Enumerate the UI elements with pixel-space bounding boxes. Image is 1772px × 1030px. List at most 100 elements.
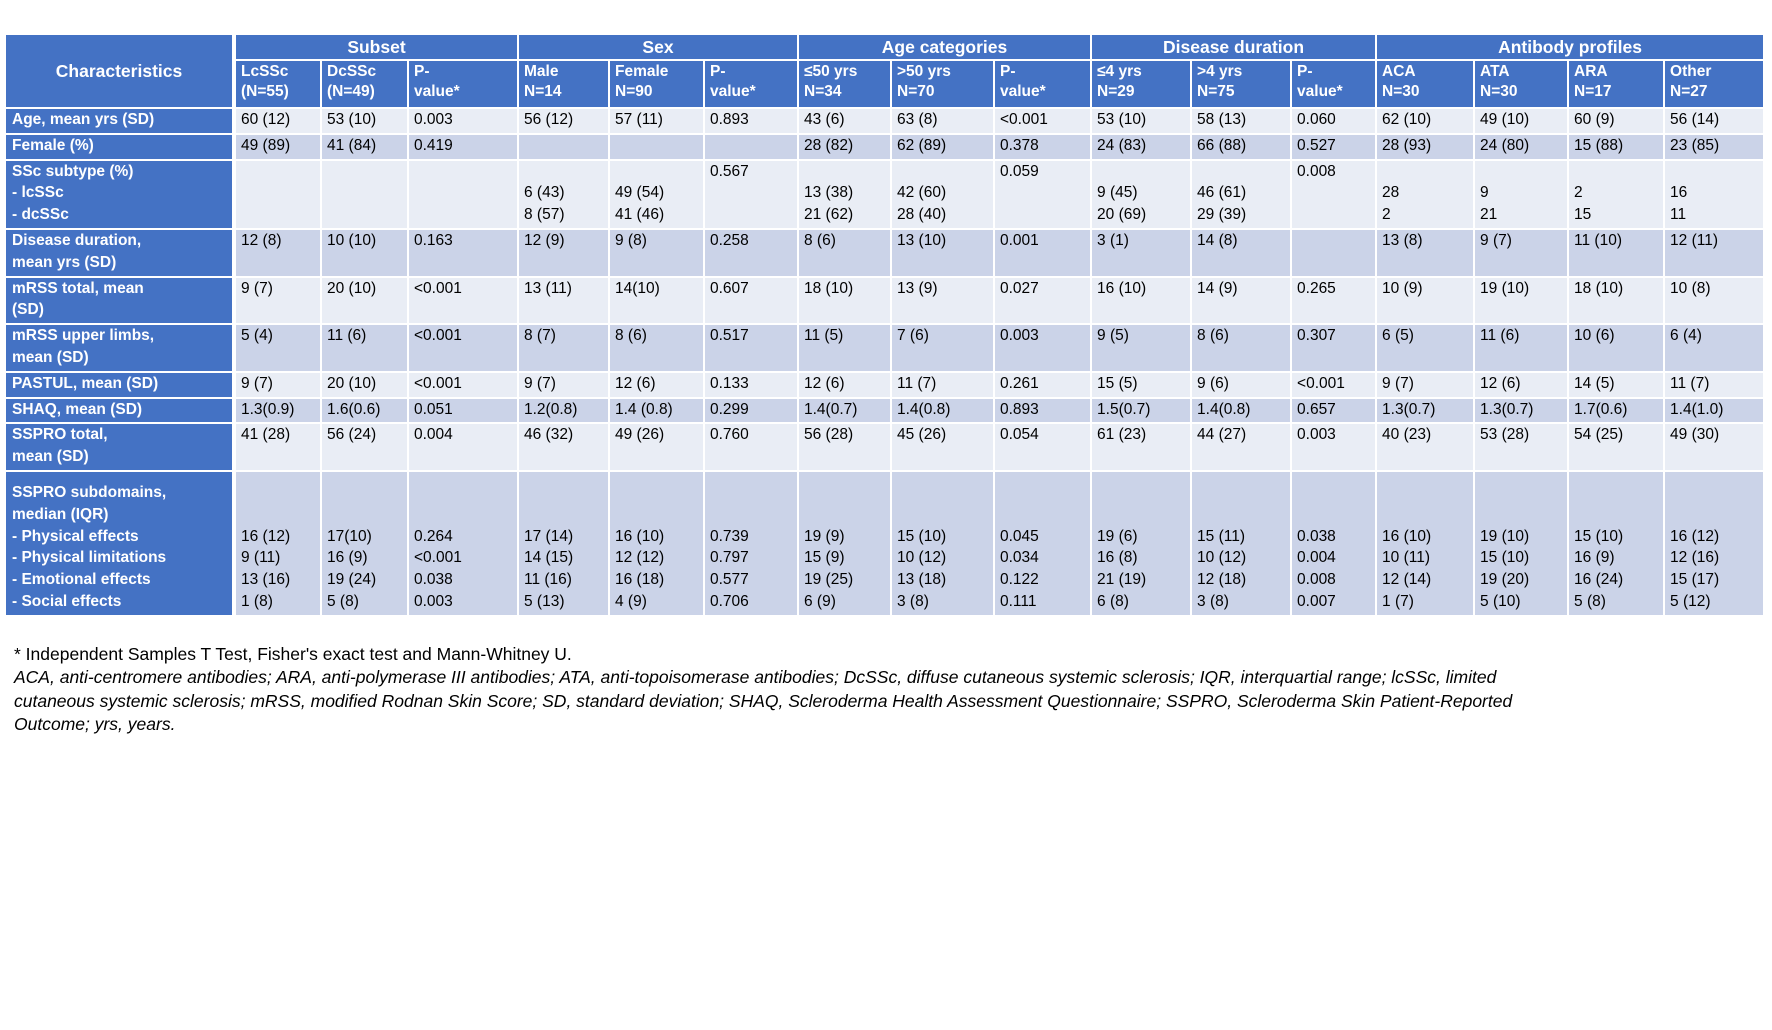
data-cell: 66 (88) [1190, 132, 1293, 161]
column-header: P- value* [992, 59, 1093, 109]
data-cell: 19 (10) 15 (10) 19 (20) 5 (10) [1473, 469, 1570, 617]
characteristics-table: Characteristics Subset Sex Age categories Di… [4, 33, 1766, 617]
column-header: P- value* [703, 59, 799, 109]
data-cell: 9 (7) [233, 275, 322, 326]
footnote-abbreviations: ACA, anti-centromere antibodies; ARA, an… [14, 667, 1513, 735]
column-header: LcSSc (N=55) [233, 59, 322, 109]
group-header-antibody-profiles: Antibody profiles [1375, 33, 1766, 61]
data-cell: 10 (9) [1375, 275, 1476, 326]
column-header: DcSSc (N=49) [320, 59, 409, 109]
data-cell: 13 (10) [890, 227, 995, 278]
data-cell: 49 (89) [233, 132, 322, 161]
data-cell: 43 (6) [797, 107, 892, 135]
column-header: Other N=27 [1663, 59, 1766, 109]
group-header-age-categories: Age categories [796, 33, 1093, 61]
column-header: P- value* [407, 59, 519, 109]
data-cell: 0.004 [407, 422, 519, 472]
data-cell: 46 (61) 29 (39) [1190, 158, 1293, 230]
data-cell: 0.258 [703, 227, 799, 278]
data-cell: 9 (7) [517, 370, 610, 399]
data-cell: 5 (4) [233, 323, 322, 373]
data-cell: 9 (7) [1473, 227, 1570, 278]
data-cell: 10 (6) [1567, 323, 1666, 373]
data-cell: 11 (7) [890, 370, 995, 399]
data-cell: 14 (8) [1190, 227, 1293, 278]
data-cell: 0.060 [1290, 107, 1378, 135]
data-cell: 18 (10) [1567, 275, 1666, 326]
data-cell: 56 (12) [517, 107, 610, 135]
group-header-disease-duration: Disease duration [1090, 33, 1378, 61]
data-cell: 53 (28) [1473, 422, 1570, 472]
data-cell: 0.003 [407, 107, 519, 135]
data-cell: 56 (28) [797, 422, 892, 472]
data-cell: 0.059 [992, 158, 1093, 230]
data-cell: 10 (10) [320, 227, 409, 278]
table-row: SHAQ, mean (SD) 1.3(0.9) 1.6(0.6) 0.051 1.2(… [4, 396, 1766, 425]
data-cell: 0.378 [992, 132, 1093, 161]
data-cell: 49 (26) [608, 422, 705, 472]
data-cell: 60 (9) [1567, 107, 1666, 135]
data-cell: 9 (7) [1375, 370, 1476, 399]
data-cell: 57 (11) [608, 107, 705, 135]
data-cell: 1.2(0.8) [517, 396, 610, 425]
data-cell: 0.008 [1290, 158, 1378, 230]
data-cell: 19 (6) 16 (8) 21 (19) 6 (8) [1090, 469, 1193, 617]
data-cell: 6 (4) [1663, 323, 1766, 373]
data-cell: 13 (9) [890, 275, 995, 326]
data-cell: 0.264 <0.001 0.038 0.003 [407, 469, 519, 617]
data-cell [1290, 227, 1378, 278]
data-cell: 9 (6) [1190, 370, 1293, 399]
data-cell: 0.051 [407, 396, 519, 425]
column-header: Female N=90 [608, 59, 705, 109]
data-cell: 63 (8) [890, 107, 995, 135]
data-cell: 24 (83) [1090, 132, 1193, 161]
data-cell: 17(10) 16 (9) 19 (24) 5 (8) [320, 469, 409, 617]
data-cell: 14 (9) [1190, 275, 1293, 326]
data-cell: 19 (9) 15 (9) 19 (25) 6 (9) [797, 469, 892, 617]
data-cell: 28 (93) [1375, 132, 1476, 161]
data-cell: 9 (7) [233, 370, 322, 399]
data-cell: <0.001 [1290, 370, 1378, 399]
data-cell: 49 (10) [1473, 107, 1570, 135]
data-cell: 23 (85) [1663, 132, 1766, 161]
group-header-sex: Sex [517, 33, 799, 61]
data-cell: 19 (10) [1473, 275, 1570, 326]
data-cell: <0.001 [407, 323, 519, 373]
data-cell: 11 (7) [1663, 370, 1766, 399]
data-cell [407, 158, 519, 230]
data-cell: 14(10) [608, 275, 705, 326]
data-cell: 28 2 [1375, 158, 1476, 230]
data-cell: 18 (10) [797, 275, 892, 326]
data-cell: 0.517 [703, 323, 799, 373]
data-cell: 0.893 [992, 396, 1093, 425]
data-cell: 1.3(0.9) [233, 396, 322, 425]
data-cell: 0.003 [992, 323, 1093, 373]
data-cell: 11 (10) [1567, 227, 1666, 278]
column-header: ARA N=17 [1567, 59, 1666, 109]
data-cell: 42 (60) 28 (40) [890, 158, 995, 230]
data-cell: 1.4(0.7) [797, 396, 892, 425]
data-cell: <0.001 [992, 107, 1093, 135]
data-cell: <0.001 [407, 275, 519, 326]
table-row: Disease duration, mean yrs (SD) 12 (8) 10 … [4, 227, 1766, 278]
data-cell: 20 (10) [320, 275, 409, 326]
data-cell: 2 15 [1567, 158, 1666, 230]
data-cell: 60 (12) [233, 107, 322, 135]
page: Characteristics Subset Sex Age categories Di… [0, 33, 1772, 1030]
data-cell: 15 (10) 10 (12) 13 (18) 3 (8) [890, 469, 995, 617]
data-cell: 24 (80) [1473, 132, 1570, 161]
row-label: Female (%) [4, 132, 236, 161]
table-row: SSPRO total, mean (SD) 41 (28) 56 (24) 0.00… [4, 422, 1766, 472]
row-label: SHAQ, mean (SD) [4, 396, 236, 425]
data-cell: 8 (6) [797, 227, 892, 278]
data-cell: 0.261 [992, 370, 1093, 399]
data-cell: 15 (10) 16 (9) 16 (24) 5 (8) [1567, 469, 1666, 617]
row-label: PASTUL, mean (SD) [4, 370, 236, 399]
data-cell: 58 (13) [1190, 107, 1293, 135]
data-cell: 61 (23) [1090, 422, 1193, 472]
data-cell: 54 (25) [1567, 422, 1666, 472]
data-cell: 0.419 [407, 132, 519, 161]
data-cell: 8 (7) [517, 323, 610, 373]
data-cell: 45 (26) [890, 422, 995, 472]
data-cell: 1.4(1.0) [1663, 396, 1766, 425]
